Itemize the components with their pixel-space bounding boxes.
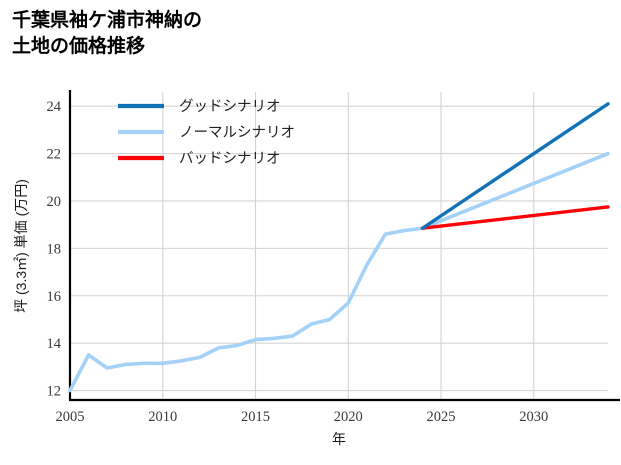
axes-group <box>68 90 620 402</box>
y-tick-label: 22 <box>47 147 62 163</box>
x-tick-label: 2010 <box>148 409 177 425</box>
x-tick-label: 2020 <box>334 409 363 425</box>
legend-label: バッドシナリオ <box>179 151 281 167</box>
y-tick-label: 12 <box>47 384 62 400</box>
y-axis-title: 坪 (3.3㎡) 単価 (万円) <box>13 179 29 313</box>
x-axis-title: 年 <box>332 431 346 447</box>
legend-label: ノーマルシナリオ <box>179 125 295 141</box>
y-tick-label: 16 <box>47 289 62 305</box>
x-tick-label: 2030 <box>519 409 548 425</box>
gridlines-group <box>69 92 608 400</box>
series-line-normal <box>68 151 610 393</box>
y-tick-labels-group: 12 14 16 18 20 22 24 <box>47 99 62 399</box>
x-tick-label: 2025 <box>427 409 456 425</box>
series-line-bad <box>420 205 610 230</box>
series-group <box>68 102 610 393</box>
series-line-good <box>420 102 610 230</box>
y-tick-label: 18 <box>47 241 62 257</box>
x-tick-label: 2015 <box>241 409 270 425</box>
y-tick-label: 24 <box>47 99 62 115</box>
y-tick-label: 20 <box>47 194 62 210</box>
chart-title: 千葉県袖ケ浦市神納の 土地の価格推移 <box>12 10 203 58</box>
y-tick-label: 14 <box>47 336 62 352</box>
x-tick-labels-group: 2005 2010 2015 2020 2025 2030 <box>56 409 549 425</box>
legend-label: グッドシナリオ <box>179 98 281 115</box>
x-tick-label: 2005 <box>56 409 85 425</box>
